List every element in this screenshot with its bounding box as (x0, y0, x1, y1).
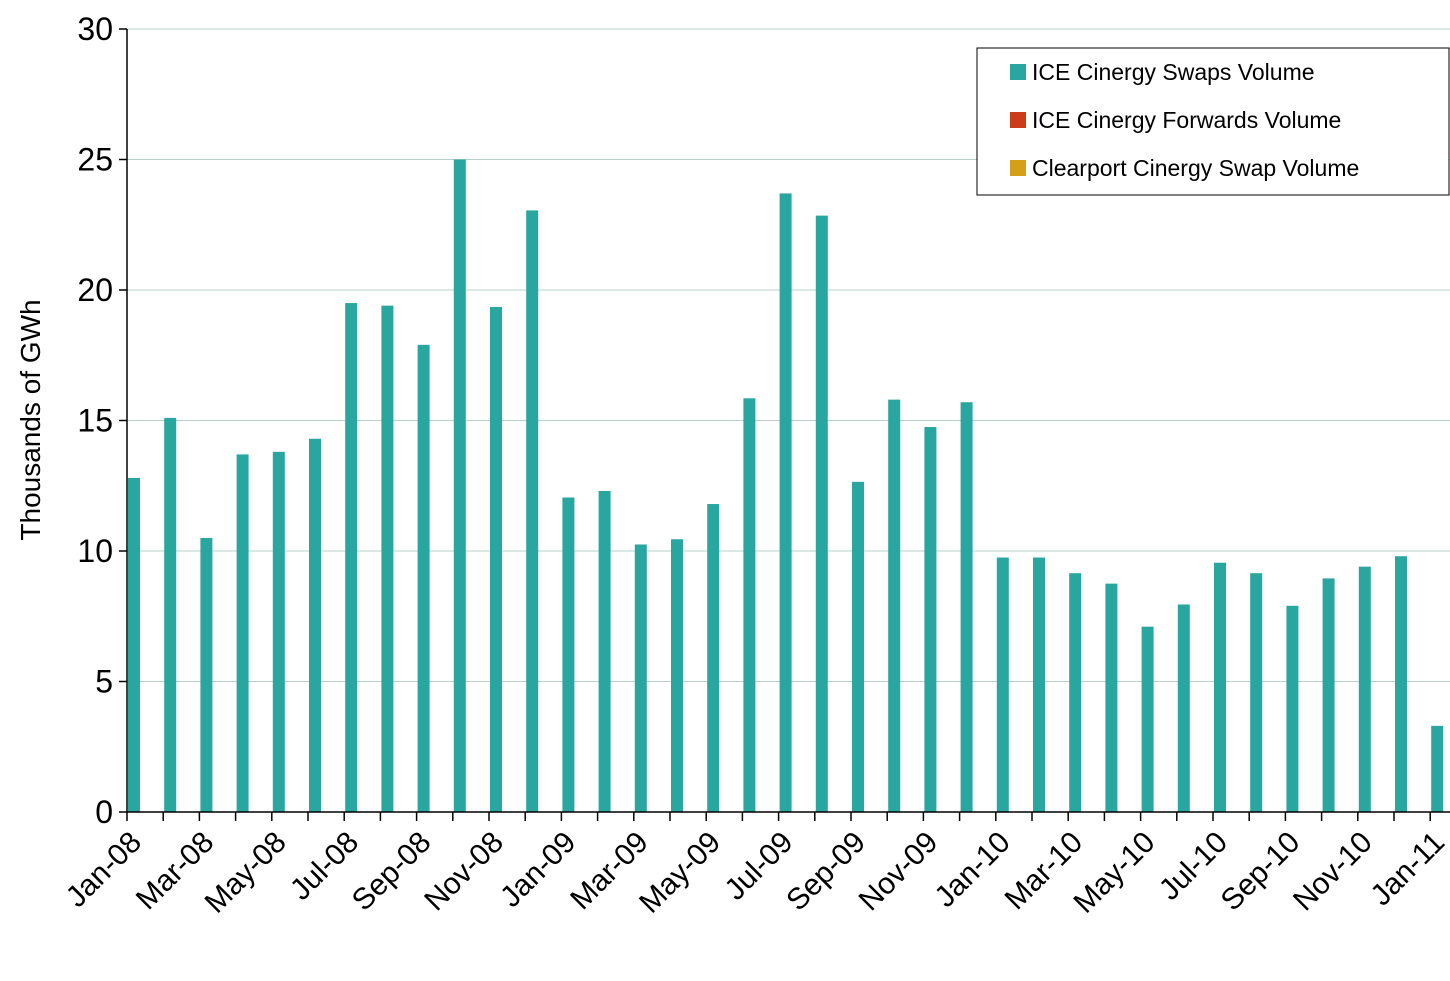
bar (1141, 626, 1154, 812)
bar (815, 215, 828, 813)
bar (743, 398, 756, 812)
x-tick-label: Jan-11 (1365, 826, 1450, 913)
y-tick-label: 5 (95, 664, 113, 700)
x-tick-label: Nov-09 (853, 826, 945, 918)
bar (598, 490, 611, 812)
bar (1286, 605, 1299, 812)
x-tick-label: Jan-09 (494, 826, 582, 914)
legend-label: ICE Cinergy Swaps Volume (1032, 59, 1315, 85)
x-tick-label: Nov-08 (418, 826, 510, 918)
bar (888, 399, 901, 812)
bar (634, 544, 647, 812)
bar (996, 557, 1009, 812)
x-tick-label: May-10 (1067, 826, 1161, 920)
legend-swatch (1010, 112, 1026, 128)
bar (1069, 573, 1082, 812)
legend-label: ICE Cinergy Forwards Volume (1032, 107, 1341, 133)
bar (490, 306, 502, 812)
bar (562, 497, 575, 812)
bar (164, 417, 177, 812)
bar (345, 303, 358, 812)
y-tick-label: 30 (77, 11, 113, 47)
bar (924, 427, 937, 812)
y-tick-label: 15 (77, 403, 113, 439)
legend-swatch (1010, 64, 1026, 80)
x-tick-label: Sep-10 (1215, 826, 1307, 918)
bar (1033, 557, 1045, 812)
legend-label: Clearport Cinergy Swap Volume (1032, 155, 1359, 181)
x-tick-label: Sep-08 (346, 826, 438, 918)
bar (381, 305, 394, 812)
bar (309, 438, 321, 812)
bar (453, 159, 466, 812)
bar (200, 537, 213, 812)
bar (1250, 573, 1263, 812)
bar (960, 402, 973, 812)
x-tick-label: Jan-08 (60, 826, 148, 914)
legend-swatch (1010, 160, 1026, 176)
bar (779, 193, 792, 812)
x-tick-label: Sep-09 (780, 826, 872, 918)
bar (1322, 578, 1335, 812)
x-tick-label: Nov-10 (1287, 826, 1379, 918)
bar (1105, 583, 1118, 812)
y-axis-label: Thousands of GWh (15, 299, 46, 540)
bar (1177, 604, 1190, 812)
bar (1214, 562, 1226, 812)
bar (1431, 725, 1444, 812)
x-tick-label: May-08 (199, 826, 293, 920)
bar (128, 477, 140, 812)
bar (417, 344, 430, 812)
bar (671, 539, 683, 812)
bar (236, 454, 249, 812)
bar (526, 210, 539, 812)
x-tick-label: May-09 (633, 826, 727, 920)
bar (852, 481, 864, 812)
bar (1358, 566, 1371, 812)
bar (1395, 556, 1407, 812)
y-tick-label: 0 (95, 794, 113, 830)
bar (272, 451, 285, 812)
bar (707, 504, 720, 812)
y-tick-label: 20 (77, 272, 113, 308)
legend-box (976, 47, 1450, 196)
y-tick-label: 25 (77, 142, 113, 178)
y-tick-label: 10 (77, 533, 113, 569)
x-tick-label: Jan-10 (929, 826, 1017, 914)
